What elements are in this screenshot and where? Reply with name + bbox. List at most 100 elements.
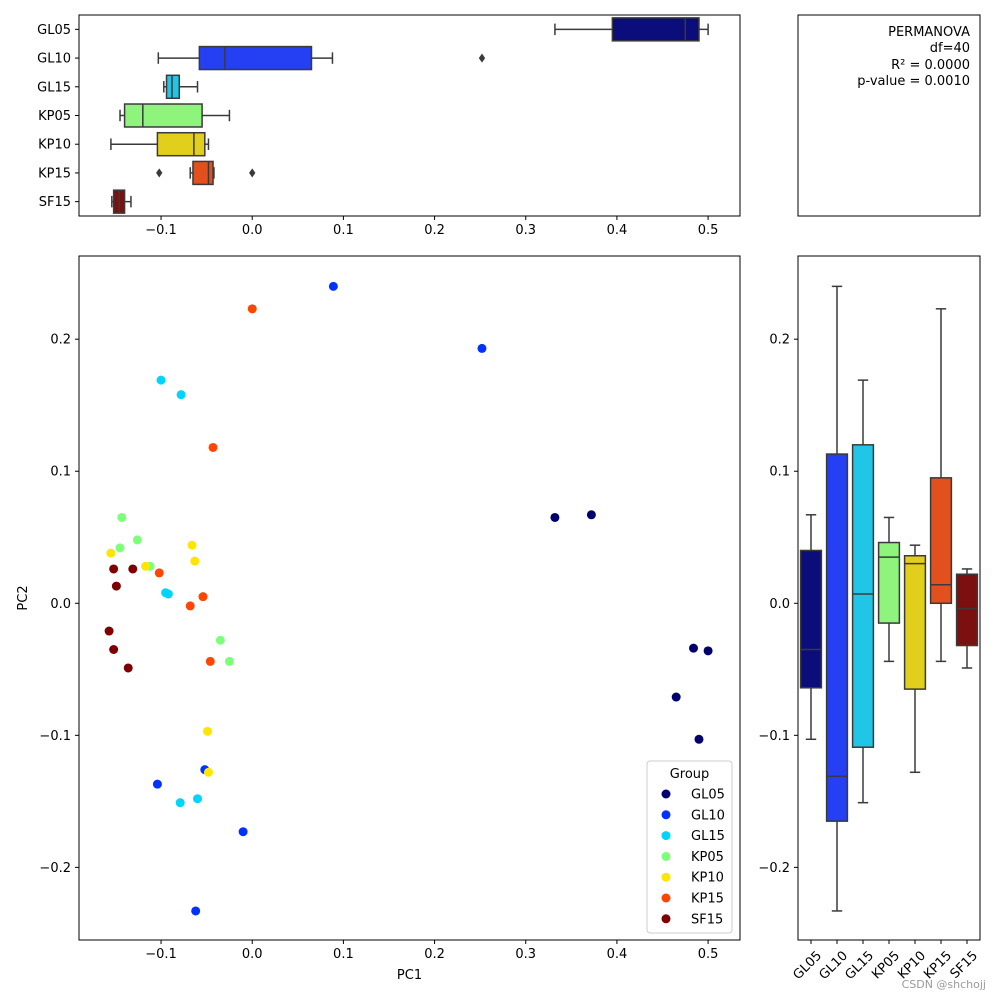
point-KP15-2 [154, 568, 164, 578]
top-box-KP15 [192, 160, 214, 186]
point-GL05-0 [550, 512, 560, 522]
top-ytick-label-KP15: KP15 [38, 166, 71, 181]
legend-label-KP10: KP10 [691, 871, 724, 886]
point-GL15-3 [163, 589, 173, 599]
top-ytick-label-KP10: KP10 [38, 138, 71, 153]
legend-marker-KP10 [661, 872, 671, 882]
scatter-ytick-label-0: −0.2 [39, 861, 71, 876]
right-box-KP10 [903, 554, 927, 690]
point-KP05-4 [215, 635, 225, 645]
right-box-KP05 [877, 541, 901, 624]
point-GL15-5 [193, 794, 203, 804]
point-KP15-0 [247, 304, 257, 314]
stats-line-pvalue: p-value = 0.0010 [857, 74, 970, 89]
legend-label-GL10: GL10 [691, 808, 725, 823]
scatter-ytick-label-1: −0.1 [39, 729, 71, 744]
legend-marker-KP15 [661, 893, 671, 903]
point-GL10-1 [477, 343, 487, 353]
point-KP10-1 [187, 540, 197, 550]
point-GL05-5 [694, 734, 704, 744]
point-GL10-2 [152, 779, 162, 789]
watermark: CSDN @shchojj [902, 978, 986, 991]
permanova-stats-panel: PERMANOVA df=40 R² = 0.0000 p-value = 0.… [797, 14, 981, 217]
point-GL10-4 [238, 827, 248, 837]
scatter-xtick-label-4: 0.3 [515, 947, 536, 962]
right-ytick-label-2: 0.0 [769, 597, 790, 612]
point-KP10-5 [203, 767, 213, 777]
stats-line-r2: R² = 0.0000 [891, 58, 970, 73]
right-plot-frame [797, 255, 981, 941]
top-flier-KP15-0 [156, 168, 163, 178]
stats-line-title: PERMANOVA [888, 25, 970, 40]
top-ytick-label-KP05: KP05 [38, 109, 71, 124]
right-ytick-label-4: 0.2 [769, 333, 790, 348]
top-xtick-label-2: 0.1 [333, 223, 354, 238]
point-GL15-4 [175, 798, 185, 808]
scatter-ylabel: PC2 [16, 585, 31, 610]
legend-label-GL05: GL05 [691, 788, 725, 803]
point-KP15-4 [185, 601, 195, 611]
right-box-GL05 [799, 549, 823, 689]
right-box-SF15 [955, 573, 979, 647]
scatter-ytick-label-4: 0.2 [50, 333, 71, 348]
scatter-ytick-label-3: 0.1 [50, 465, 71, 480]
legend-marker-GL05 [661, 789, 671, 799]
top-box-GL15 [165, 74, 181, 100]
top-boxplot-panel: GL05 GL10 GL15 KP05 KP10 KP15 SF15 −0.1 0.0 0.1 0.… [37, 14, 741, 238]
scatter-xtick-label-6: 0.5 [698, 947, 719, 962]
point-GL15-0 [156, 375, 166, 385]
top-xtick-label-1: 0.0 [242, 223, 263, 238]
legend-label-KP15: KP15 [691, 892, 724, 907]
scatter-xtick-label-2: 0.1 [333, 947, 354, 962]
top-ytick-label-GL15: GL15 [37, 80, 71, 95]
legend-marker-SF15 [661, 914, 671, 924]
scatter-xlabel: PC1 [397, 968, 422, 983]
point-KP15-5 [205, 656, 215, 666]
legend-label-KP05: KP05 [691, 850, 724, 865]
point-SF15-1 [128, 564, 138, 574]
right-xtick-label-GL05: GL05 [790, 948, 825, 983]
point-SF15-3 [104, 626, 114, 636]
right-box-GL10 [825, 453, 849, 822]
legend-title: Group [670, 767, 710, 782]
top-plot-frame [78, 14, 741, 217]
top-ytick-label-SF15: SF15 [39, 195, 71, 210]
scatter-xtick-label-0: −0.1 [145, 947, 177, 962]
right-box-GL15 [851, 444, 875, 748]
point-KP05-5 [224, 656, 234, 666]
right-ytick-label-1: −0.1 [758, 729, 790, 744]
right-xtick-label-SF15: SF15 [948, 948, 981, 981]
top-xtick-label-5: 0.4 [607, 223, 628, 238]
top-box-KP05 [123, 103, 203, 128]
legend-marker-GL15 [661, 831, 671, 841]
point-KP10-2 [190, 556, 200, 566]
top-box-KP10 [156, 131, 206, 157]
point-KP15-3 [198, 592, 208, 602]
point-KP10-4 [203, 726, 213, 736]
point-SF15-4 [109, 644, 119, 654]
stats-panel-frame [797, 14, 981, 217]
scatter-xtick-label-1: 0.0 [242, 947, 263, 962]
top-xtick-label-3: 0.2 [424, 223, 445, 238]
point-GL10-5 [191, 906, 201, 916]
point-KP15-1 [208, 442, 218, 452]
right-ytick-label-3: 0.1 [769, 465, 790, 480]
point-KP10-3 [141, 561, 151, 571]
right-boxplot-panel: GL05GL10GL15KP05KP10KP15SF15−0.2−0.10.00… [758, 255, 981, 983]
top-box-GL10 [198, 45, 313, 71]
point-SF15-2 [111, 581, 121, 591]
stats-line-df: df=40 [930, 41, 970, 56]
right-xtick-label-KP05: KP05 [869, 948, 903, 982]
top-ytick-label-GL10: GL10 [37, 52, 71, 67]
scatter-background [79, 256, 740, 940]
legend: Group GL05 GL10 GL15 KP05 KP10 KP15 SF15 [646, 760, 733, 934]
point-KP05-2 [115, 543, 125, 553]
legend-frame [646, 760, 733, 934]
scatter-xtick-label-5: 0.4 [607, 947, 628, 962]
top-ytick-label-GL05: GL05 [37, 23, 71, 38]
scatter-frame [78, 255, 741, 941]
point-KP05-1 [132, 535, 142, 545]
legend-marker-GL10 [661, 810, 671, 820]
scatter-xtick-label-3: 0.2 [424, 947, 445, 962]
